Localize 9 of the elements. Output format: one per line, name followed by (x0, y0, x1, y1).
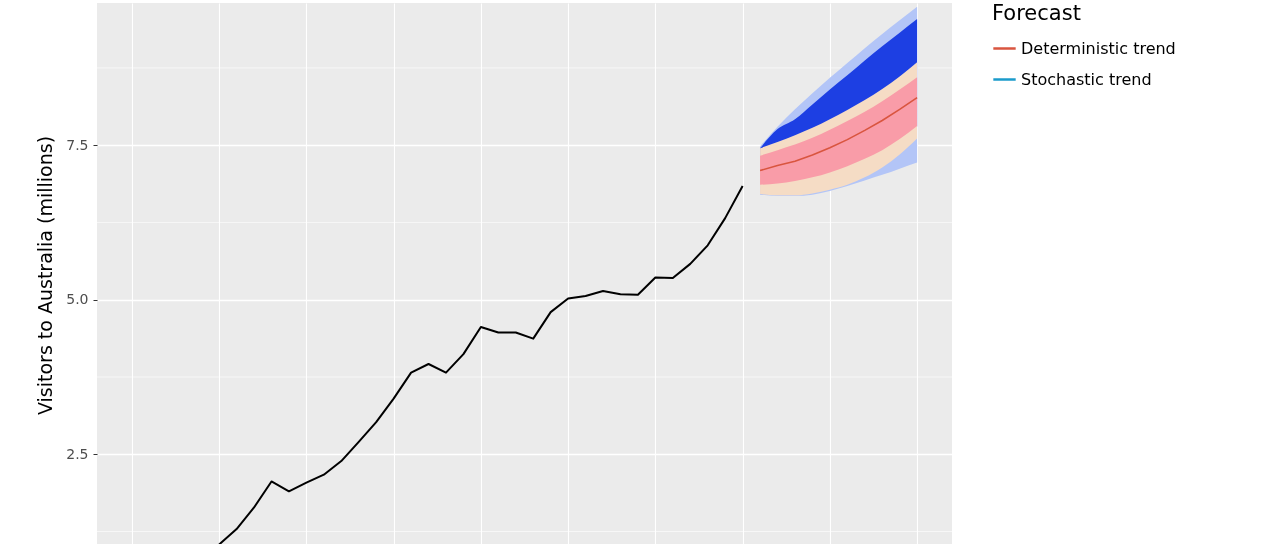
line-series (759, 96, 918, 172)
y-axis-title: Visitors to Australia (millions) (34, 135, 57, 416)
legend-label: Stochastic trend (1021, 69, 1152, 89)
y-tick-label: 5.0 (66, 291, 89, 308)
y-tick-label: 7.5 (66, 136, 89, 153)
legend-label: Deterministic trend (1021, 38, 1176, 58)
legend-title: Forecast (992, 1, 1081, 25)
line-series (218, 184, 744, 544)
y-tick-label: 2.5 (66, 445, 89, 462)
